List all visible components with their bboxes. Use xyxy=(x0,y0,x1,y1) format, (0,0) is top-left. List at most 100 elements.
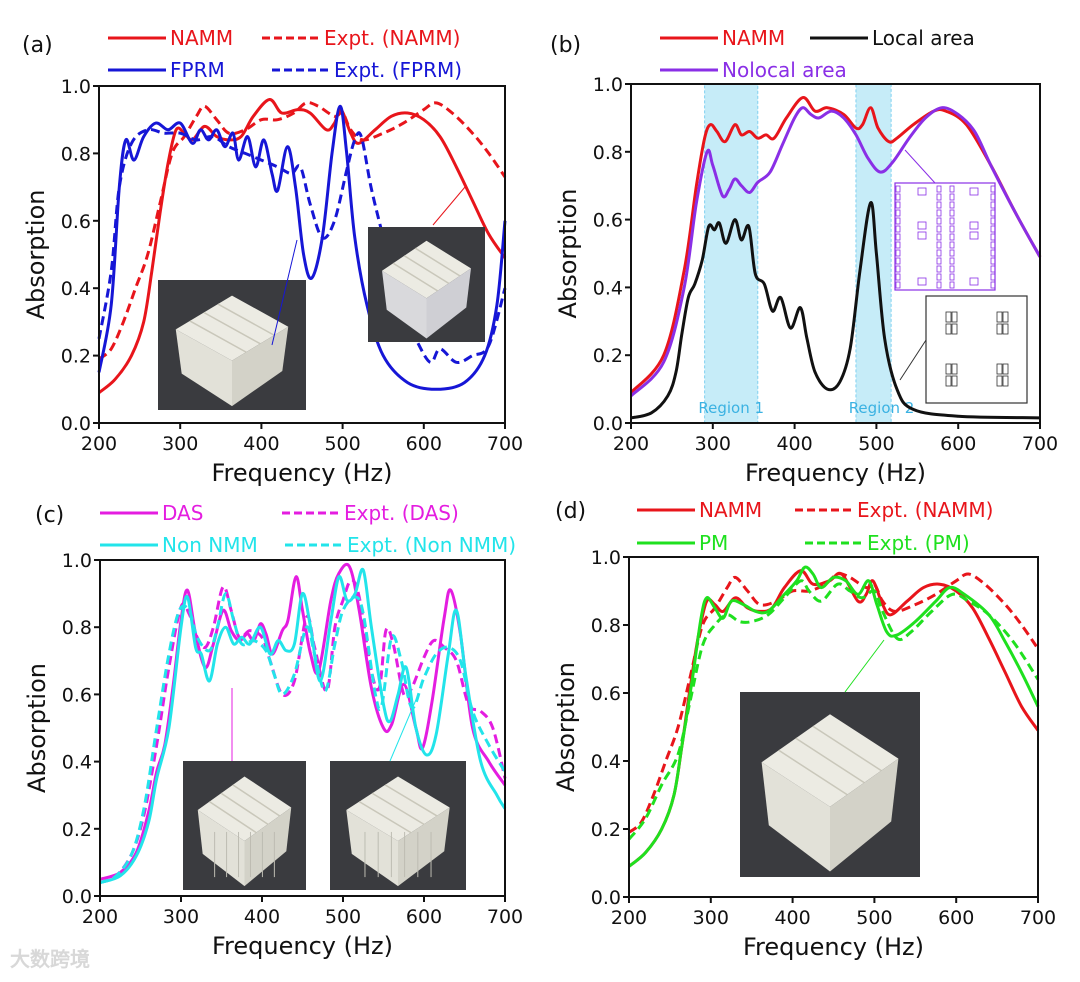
legend-entry: PM xyxy=(637,531,728,555)
legend-entry: Nolocal area xyxy=(660,58,847,82)
y-tick-label: 0.4 xyxy=(591,751,621,773)
y-tick-label: 0.8 xyxy=(62,617,92,639)
leader-line xyxy=(389,694,419,762)
y-tick-label: 0.0 xyxy=(62,886,92,908)
legend-entry: FPRM xyxy=(108,58,225,82)
legend-entry: Expt. (NAMM) xyxy=(262,26,460,50)
schematic-cell xyxy=(949,185,955,193)
schematic-cell xyxy=(895,185,901,193)
schematic-cell xyxy=(996,323,1003,335)
legend-label: Expt. (NAMM) xyxy=(324,26,460,50)
panel-b: Region 1 Region 2 200 300 400 500 600 700 0.0 0.2… xyxy=(550,26,1058,487)
legend-entry: NAMM xyxy=(108,26,233,50)
legend-label: Expt. (PM) xyxy=(867,531,970,555)
y-tick-label: 0.0 xyxy=(593,413,623,435)
x-tick-label: 700 xyxy=(1020,907,1056,929)
legend-entry: NAMM xyxy=(637,498,762,522)
schematic-cell xyxy=(949,201,955,209)
schematic-cell xyxy=(949,273,955,281)
x-tick-label: 700 xyxy=(487,906,523,928)
schematic-cell xyxy=(990,281,996,289)
schematic-cell xyxy=(936,209,942,217)
schematic-cell xyxy=(949,217,955,225)
schematic-cell xyxy=(949,257,955,265)
y-tick-label: 0.4 xyxy=(61,278,91,300)
schematic-cell xyxy=(1002,323,1009,335)
x-tick-label: 200 xyxy=(81,433,117,455)
x-tick-label: 200 xyxy=(611,907,647,929)
schematic-cell xyxy=(969,187,979,196)
cube-right-face xyxy=(830,758,899,872)
y-tick-label: 0.8 xyxy=(61,143,91,165)
schematic-cell xyxy=(895,241,901,249)
panel-a: 200 300 400 500 600 700 0.0 0.2 0.4 0.6 0.8 1.0 Freq… xyxy=(22,26,523,487)
y-axis-label: Absorption xyxy=(554,189,582,319)
legend-label: Expt. (NAMM) xyxy=(857,498,993,522)
cube-slot-line xyxy=(203,311,261,345)
schematic-cell xyxy=(990,257,996,265)
panel-label: (a) xyxy=(22,33,53,58)
schematic-cell xyxy=(949,225,955,233)
legend-label: NAMM xyxy=(170,26,233,50)
y-tick-label: 1.0 xyxy=(62,550,92,572)
schematic-cell xyxy=(949,209,955,217)
schematic-cell xyxy=(969,221,979,230)
legend-label: DAS xyxy=(162,501,203,525)
panel-label: (d) xyxy=(555,499,586,524)
cube-right-face xyxy=(426,268,471,339)
schematic-cell xyxy=(945,363,952,375)
panel-c: 200 300 400 500 600 700 0.0 0.2 0.4 0.6 0.8 1.0 Freq… xyxy=(23,501,523,960)
cube-right-face xyxy=(398,807,450,887)
watermark: 大数跨境 xyxy=(10,947,90,971)
x-axis-label: Frequency (Hz) xyxy=(743,933,924,961)
schematic-cell xyxy=(895,233,901,241)
legend-entry: Expt. (DAS) xyxy=(282,501,459,525)
sample-photo-inset xyxy=(183,761,306,890)
schematic-cell xyxy=(949,233,955,241)
series-line-expt-fprm xyxy=(97,127,507,364)
schematic-cell xyxy=(917,221,927,230)
x-tick-label: 500 xyxy=(324,433,360,455)
x-tick-label: 600 xyxy=(940,433,976,455)
y-tick-label: 0.0 xyxy=(61,413,91,435)
y-tick-label: 0.6 xyxy=(593,210,623,232)
sample-photo-inset xyxy=(330,761,466,890)
y-tick-label: 0.2 xyxy=(61,346,91,368)
schematic-cell xyxy=(990,265,996,273)
schematic-cell xyxy=(936,257,942,265)
schematic-cell xyxy=(895,265,901,273)
schematic-cell xyxy=(895,225,901,233)
schematic-cell xyxy=(936,249,942,257)
x-tick-label: 500 xyxy=(858,433,894,455)
x-tick-label: 500 xyxy=(325,906,361,928)
y-tick-label: 1.0 xyxy=(593,74,623,96)
cube-slot-line xyxy=(778,749,848,796)
x-tick-label: 600 xyxy=(406,906,442,928)
schematic-cell xyxy=(1002,363,1009,375)
legend-label: Expt. (DAS) xyxy=(344,501,459,525)
schematic-cell xyxy=(945,323,952,335)
leader-line xyxy=(899,336,929,381)
x-tick-label: 300 xyxy=(693,907,729,929)
schematic-cell xyxy=(936,241,942,249)
series-line-pm xyxy=(628,565,1040,868)
schematic-cell xyxy=(945,311,952,323)
series-line-non-nmm xyxy=(99,567,507,885)
schematic-cell xyxy=(895,281,901,289)
region-label: Region 2 xyxy=(849,399,915,417)
panel-label: (b) xyxy=(550,33,581,58)
x-axis-label: Frequency (Hz) xyxy=(212,932,393,960)
x-axis-label: Frequency (Hz) xyxy=(212,459,393,487)
cube-slot-line xyxy=(392,262,439,292)
leader-line xyxy=(904,149,936,184)
cube-slot-line xyxy=(209,801,257,834)
cube-left-face xyxy=(197,810,245,887)
schematic-cell xyxy=(1002,375,1009,387)
schematic-cell xyxy=(936,193,942,201)
cube-right-face xyxy=(232,326,289,407)
schematic-cell xyxy=(949,281,955,289)
schematic-cell xyxy=(990,209,996,217)
y-tick-label: 0.6 xyxy=(61,211,91,233)
legend-entry: Non NMM xyxy=(100,533,258,557)
